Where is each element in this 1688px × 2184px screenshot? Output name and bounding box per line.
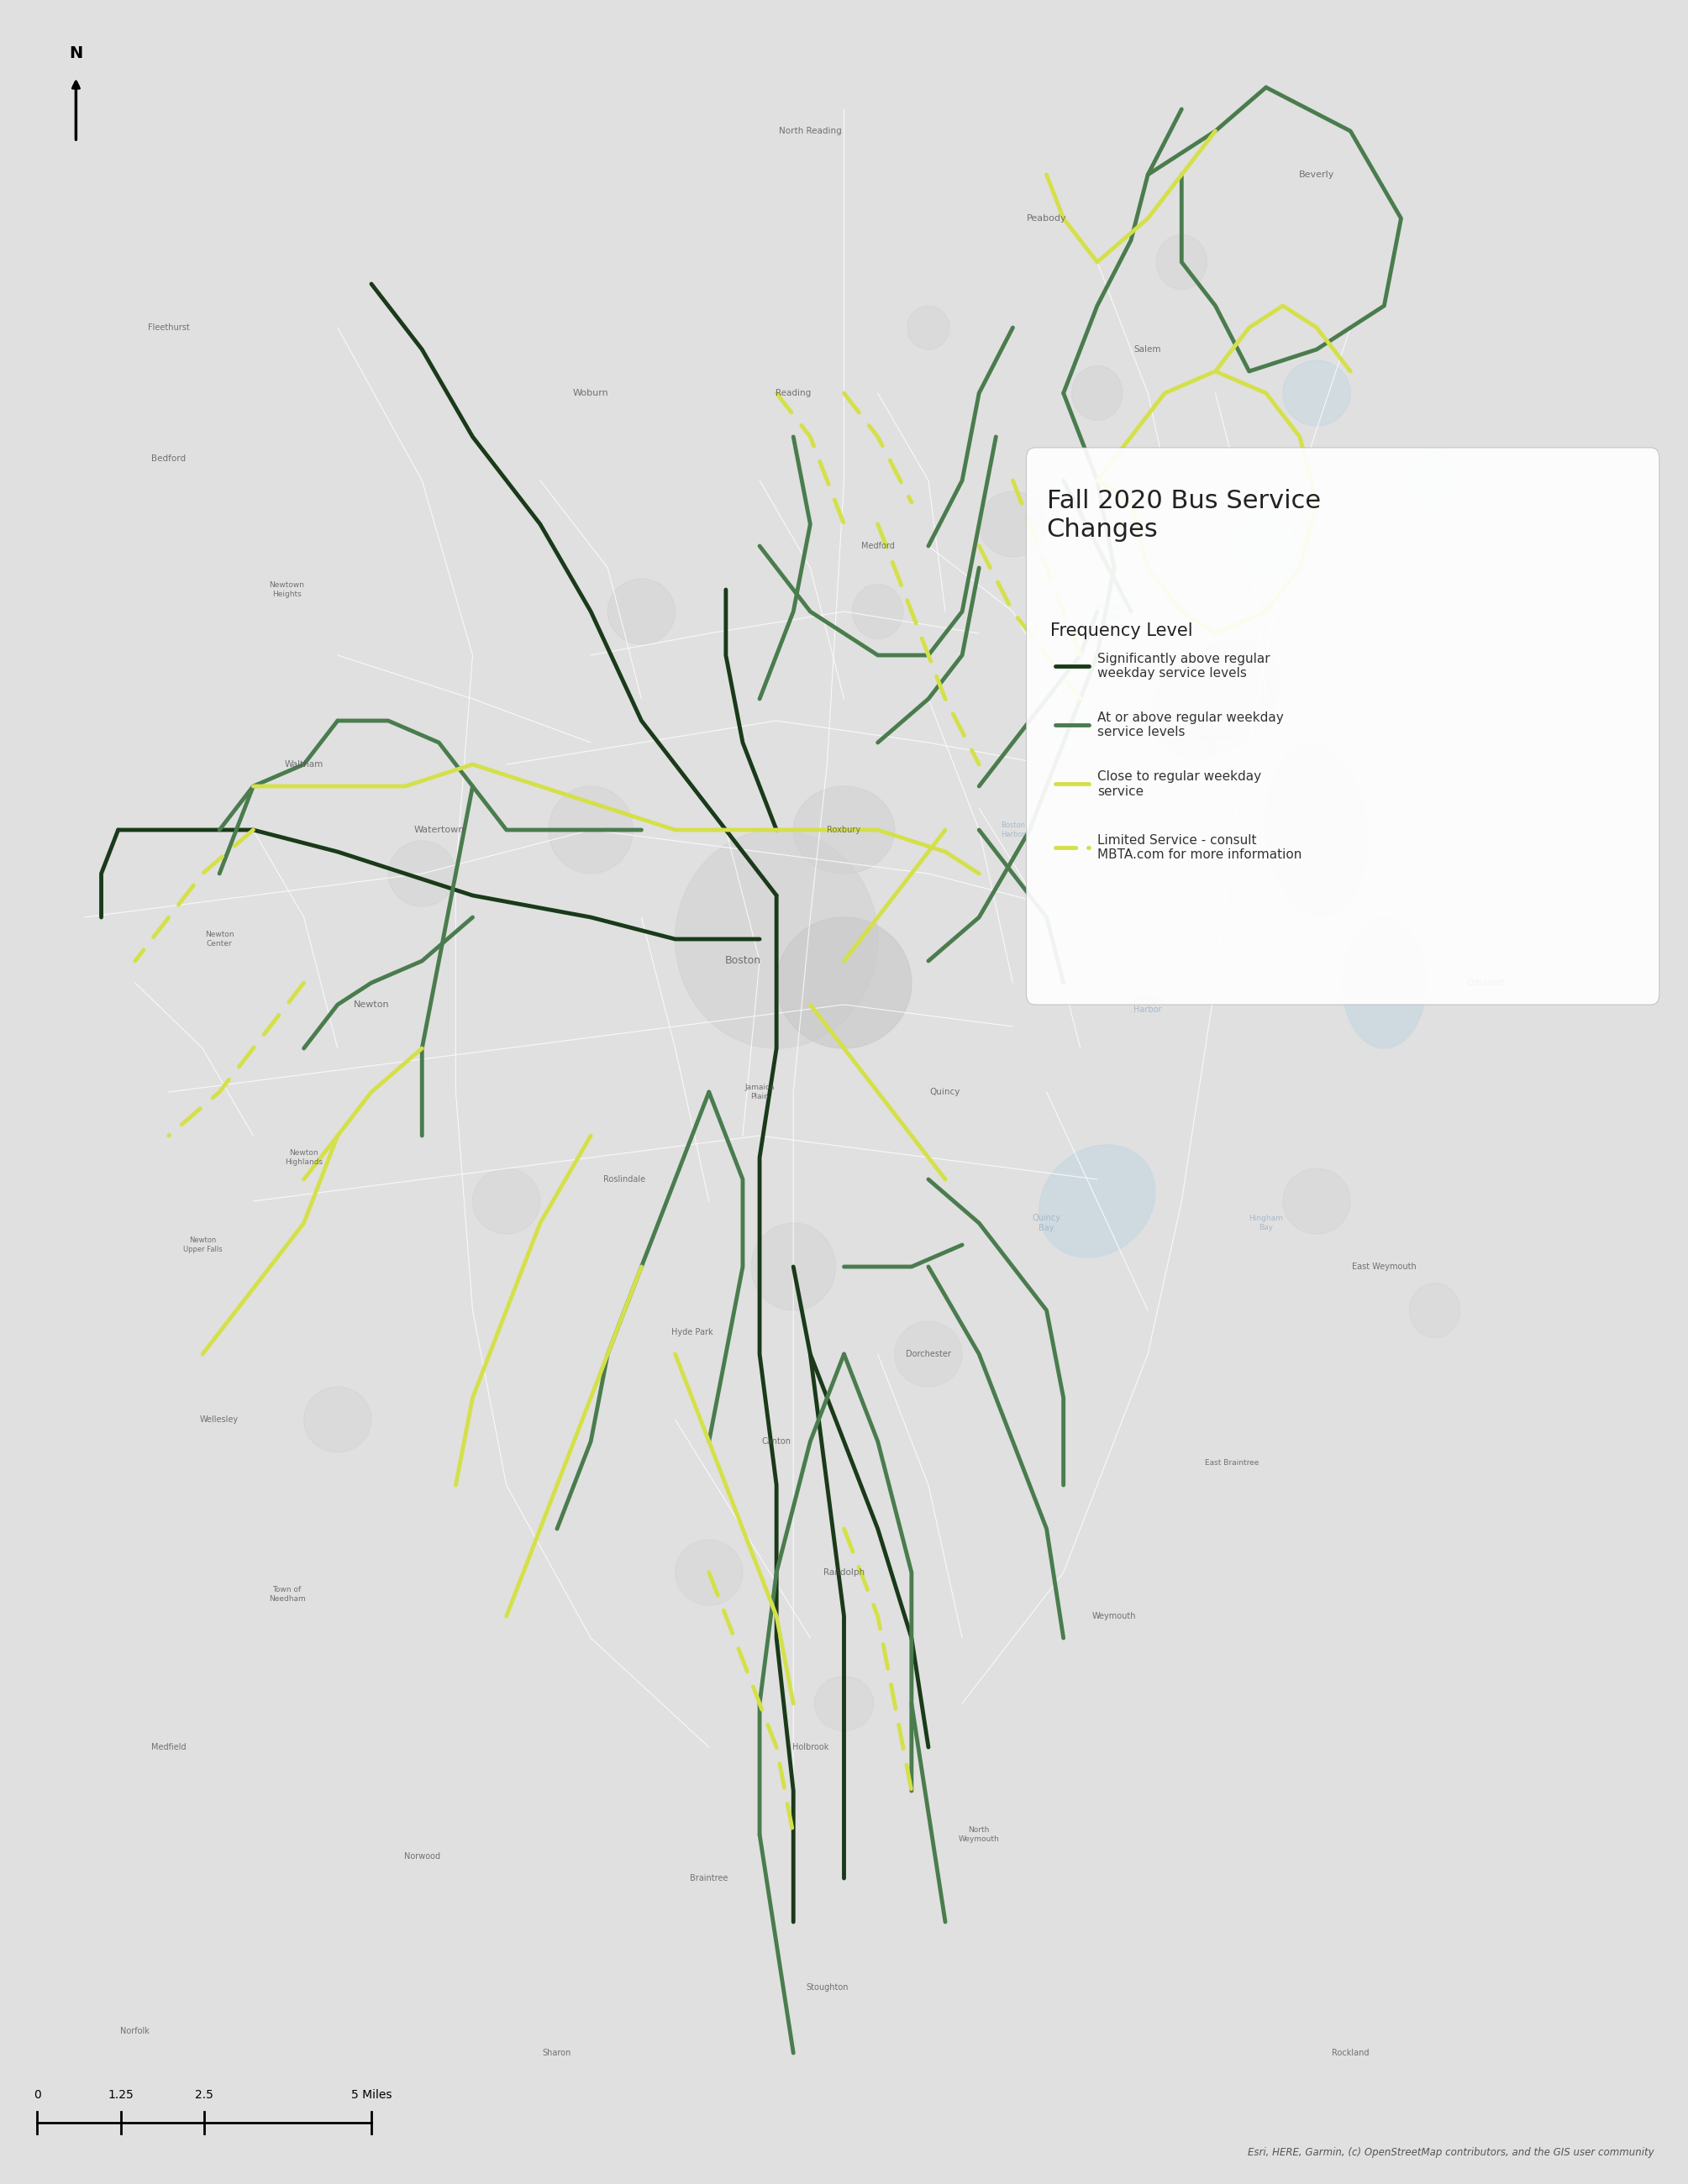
Text: At or above regular weekday
service levels: At or above regular weekday service leve…: [1097, 712, 1283, 738]
Ellipse shape: [908, 306, 949, 349]
Ellipse shape: [1283, 360, 1350, 426]
Text: George's
Bay: George's Bay: [1097, 603, 1131, 620]
Ellipse shape: [814, 1677, 874, 1730]
Text: Hingham
Bay: Hingham Bay: [1249, 1214, 1283, 1232]
Text: North
Weymouth: North Weymouth: [959, 1826, 999, 1843]
Ellipse shape: [1072, 365, 1123, 419]
Ellipse shape: [473, 1168, 540, 1234]
Ellipse shape: [1232, 513, 1300, 579]
Text: Rockland: Rockland: [1332, 2049, 1369, 2057]
Text: Jamaica
Plain: Jamaica Plain: [744, 1083, 775, 1101]
Ellipse shape: [608, 579, 675, 644]
Ellipse shape: [675, 1540, 743, 1605]
Text: Reading: Reading: [775, 389, 812, 397]
Text: Canton: Canton: [761, 1437, 792, 1446]
Text: Roslindale: Roslindale: [604, 1175, 645, 1184]
FancyArrowPatch shape: [73, 81, 79, 140]
Text: N: N: [69, 46, 83, 61]
Text: Newton
Highlands: Newton Highlands: [285, 1149, 322, 1166]
Text: Holbrook: Holbrook: [792, 1743, 829, 1752]
Text: Boston: Boston: [724, 954, 761, 965]
Text: Newton
Center: Newton Center: [204, 930, 235, 948]
Text: Frequency Level: Frequency Level: [1050, 622, 1192, 640]
Ellipse shape: [793, 786, 895, 874]
Text: Close to regular weekday
service: Close to regular weekday service: [1097, 771, 1261, 797]
Ellipse shape: [776, 917, 912, 1048]
Text: Newton: Newton: [353, 1000, 390, 1009]
Text: Dorchester: Dorchester: [906, 1350, 950, 1358]
Ellipse shape: [1156, 236, 1207, 288]
Text: Medfield: Medfield: [152, 1743, 186, 1752]
Text: Weymouth: Weymouth: [1092, 1612, 1136, 1621]
Ellipse shape: [549, 786, 633, 874]
Text: Bedford: Bedford: [152, 454, 186, 463]
Ellipse shape: [1409, 1284, 1460, 1337]
Text: Significantly above regular
weekday service levels: Significantly above regular weekday serv…: [1097, 653, 1269, 679]
Text: Fall 2020 Bus Service
Changes: Fall 2020 Bus Service Changes: [1047, 489, 1320, 542]
Ellipse shape: [1342, 917, 1426, 1048]
Text: Roxbury: Roxbury: [827, 826, 861, 834]
Text: Waltham: Waltham: [284, 760, 324, 769]
Text: Braintree: Braintree: [690, 1874, 728, 1883]
Text: Watertown: Watertown: [414, 826, 464, 834]
Text: 5 Miles: 5 Miles: [351, 2090, 392, 2101]
Text: Fleethurst: Fleethurst: [149, 323, 189, 332]
Text: Newtown
Heights: Newtown Heights: [270, 581, 304, 598]
Text: 2.5: 2.5: [196, 2090, 213, 2101]
Text: Boston
Harbor: Boston Harbor: [1134, 996, 1161, 1013]
Text: Quincy
Bay: Quincy Bay: [1033, 1214, 1060, 1232]
Text: Norfolk: Norfolk: [120, 2027, 150, 2035]
Text: Beverly: Beverly: [1298, 170, 1335, 179]
Ellipse shape: [675, 830, 878, 1048]
Ellipse shape: [1409, 454, 1460, 509]
Text: Salem: Salem: [1134, 345, 1161, 354]
Text: Newton
Upper Falls: Newton Upper Falls: [182, 1236, 223, 1254]
Text: Norwood: Norwood: [403, 1852, 441, 1861]
Text: Medford: Medford: [861, 542, 895, 550]
Text: Hingham
Bay: Hingham Bay: [1198, 734, 1232, 751]
Text: Stoughton: Stoughton: [805, 1983, 849, 1992]
Text: Peabody: Peabody: [1026, 214, 1067, 223]
Text: Limited Service - consult
MBTA.com for more information: Limited Service - consult MBTA.com for m…: [1097, 834, 1301, 860]
FancyBboxPatch shape: [1026, 448, 1659, 1005]
Text: Randolph: Randolph: [824, 1568, 864, 1577]
Ellipse shape: [388, 841, 456, 906]
Ellipse shape: [751, 1223, 836, 1310]
Text: East Braintree: East Braintree: [1205, 1459, 1259, 1468]
Text: Wellesley: Wellesley: [201, 1415, 238, 1424]
Ellipse shape: [1040, 1144, 1155, 1258]
Ellipse shape: [895, 1321, 962, 1387]
Text: Quincy: Quincy: [930, 1088, 960, 1096]
Text: East Weymouth: East Weymouth: [1352, 1262, 1416, 1271]
Text: 1.25: 1.25: [108, 2090, 133, 2101]
Text: Town of
Needham: Town of Needham: [268, 1586, 306, 1603]
Text: Cohasset: Cohasset: [1467, 978, 1504, 987]
Ellipse shape: [852, 583, 903, 638]
Text: Hyde Park: Hyde Park: [672, 1328, 712, 1337]
Text: Sharon: Sharon: [542, 2049, 572, 2057]
Ellipse shape: [1266, 743, 1367, 917]
Text: Woburn: Woburn: [572, 389, 609, 397]
Text: 0: 0: [34, 2090, 41, 2101]
Ellipse shape: [1283, 1168, 1350, 1234]
Text: Boston
Harbor: Boston Harbor: [1001, 821, 1025, 839]
Ellipse shape: [1150, 640, 1281, 758]
Text: Esri, HERE, Garmin, (c) OpenStreetMap contributors, and the GIS user community: Esri, HERE, Garmin, (c) OpenStreetMap co…: [1247, 2147, 1654, 2158]
Ellipse shape: [304, 1387, 371, 1452]
Ellipse shape: [979, 491, 1047, 557]
Text: North Reading: North Reading: [778, 127, 842, 135]
